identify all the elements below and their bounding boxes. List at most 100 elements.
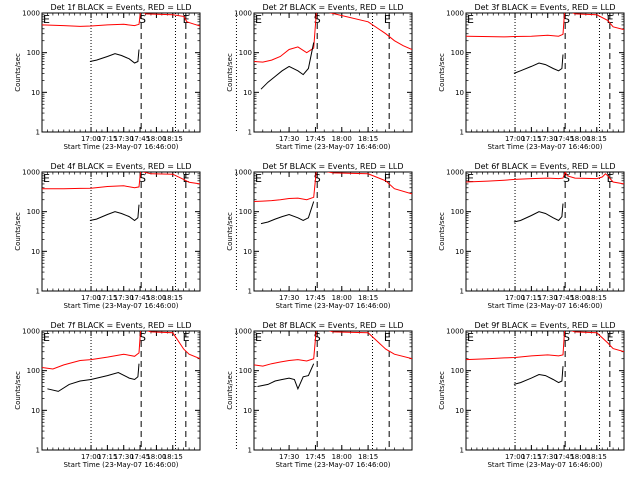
e-marker-right: E [384, 172, 391, 185]
series-line-events [89, 204, 140, 222]
x-axis-label: Start Time (23-May-07 16:46:00) [487, 302, 602, 310]
plot-frame [41, 330, 201, 451]
x-tick-label: 17:30 [114, 135, 134, 143]
series-line-events [513, 366, 564, 385]
y-tick-label: 1000 [446, 169, 464, 177]
y-axis-label: Counts/sec [226, 53, 234, 92]
x-axis-label: Start Time (23-May-07 16:46:00) [63, 302, 178, 310]
x-tick-label: 17:00 [81, 294, 101, 302]
e-marker-left: E [255, 172, 262, 185]
series-line-events [257, 363, 315, 391]
y-tick-label: 1 [460, 129, 464, 137]
y-tick-label: 1000 [22, 169, 40, 177]
series-line-lld [42, 331, 200, 370]
y-tick-label: 100 [451, 49, 464, 57]
e-marker-left: E [255, 331, 262, 344]
plot-frame [41, 12, 201, 133]
x-tick-label: 18:15 [163, 135, 183, 143]
x-tick-label: 18:00 [570, 294, 590, 302]
y-tick-label: 1 [460, 447, 464, 455]
x-tick-label: 17:30 [114, 294, 134, 302]
y-tick-label: 10 [31, 89, 40, 97]
x-tick-label: 18:15 [587, 135, 607, 143]
s-marker: S [139, 331, 146, 344]
y-tick-label: 100 [27, 367, 40, 375]
x-tick-label: 17:30 [538, 453, 558, 461]
series-line-events [47, 363, 140, 392]
x-tick-label: 18:00 [146, 135, 166, 143]
s-marker: S [563, 172, 570, 185]
y-tick-label: 10 [455, 407, 464, 415]
x-tick-label: 18:15 [587, 453, 607, 461]
x-tick-label: 17:30 [538, 135, 558, 143]
x-tick-label: 17:45 [554, 135, 574, 143]
e-marker-right: E [384, 331, 391, 344]
panel-title: Det 1f BLACK = Events, RED = LLD [50, 3, 191, 12]
x-axis-label: Start Time (23-May-07 16:46:00) [63, 143, 178, 151]
x-tick-label: 17:00 [505, 294, 525, 302]
panel-title: Det 3f BLACK = Events, RED = LLD [474, 3, 615, 12]
s-marker: S [139, 13, 146, 26]
y-tick-label: 10 [31, 248, 40, 256]
x-tick-label: 17:45 [305, 135, 325, 143]
e-marker-left: E [467, 331, 474, 344]
y-axis-label: Counts/sec [14, 212, 22, 251]
y-tick-label: 100 [239, 367, 252, 375]
x-tick-label: 17:30 [279, 135, 299, 143]
series-line-lld [254, 13, 412, 63]
y-tick-label: 1 [248, 288, 252, 296]
panel-det-1: Det 1f BLACK = Events, RED = LLD 1 10 100 10… [14, 3, 201, 151]
panel-title: Det 6f BLACK = Events, RED = LLD [474, 162, 615, 171]
x-tick-label: 17:00 [81, 453, 101, 461]
panel-det-2: Det 2f BLACK = Events, RED = LLD 1 10 100 10… [226, 3, 413, 151]
e-marker-right: E [183, 331, 190, 344]
e-marker-left: E [43, 331, 50, 344]
x-tick-label: 17:00 [505, 453, 525, 461]
s-marker: S [314, 172, 321, 185]
y-tick-label: 10 [243, 407, 252, 415]
x-tick-label: 18:00 [146, 294, 166, 302]
x-tick-label: 18:15 [358, 135, 378, 143]
y-tick-label: 10 [455, 89, 464, 97]
y-tick-label: 1000 [446, 328, 464, 336]
x-tick-label: 18:00 [332, 135, 352, 143]
panel-det-7: Det 7f BLACK = Events, RED = LLD 1 10 100 10… [14, 321, 201, 469]
x-tick-label: 18:15 [163, 453, 183, 461]
series-line-lld [466, 13, 624, 38]
y-tick-label: 100 [239, 49, 252, 57]
y-tick-label: 100 [27, 49, 40, 57]
x-axis-label: Start Time (23-May-07 16:46:00) [487, 143, 602, 151]
series-line-lld [254, 331, 412, 367]
y-axis-label: Counts/sec [438, 212, 446, 251]
y-axis-label: Counts/sec [226, 212, 234, 251]
series-line-events [513, 54, 564, 74]
x-tick-label: 18:15 [163, 294, 183, 302]
series-line-lld [42, 13, 200, 27]
series-line-lld [466, 331, 624, 361]
x-tick-label: 17:45 [130, 135, 150, 143]
x-axis-label: Start Time (23-May-07 16:46:00) [63, 461, 178, 469]
y-tick-label: 1000 [234, 10, 252, 18]
x-tick-label: 18:15 [358, 453, 378, 461]
x-tick-label: 18:00 [570, 135, 590, 143]
y-tick-label: 100 [451, 367, 464, 375]
y-axis-label: Counts/sec [14, 53, 22, 92]
e-marker-right: E [607, 331, 614, 344]
x-tick-label: 17:45 [554, 294, 574, 302]
e-marker-right: E [183, 172, 190, 185]
x-tick-label: 17:45 [305, 294, 325, 302]
y-tick-label: 1000 [22, 328, 40, 336]
plot-frame [253, 12, 413, 133]
panel-title: Det 8f BLACK = Events, RED = LLD [262, 321, 403, 330]
e-marker-left: E [43, 172, 50, 185]
series-line-events [89, 49, 140, 64]
x-tick-label: 18:00 [332, 453, 352, 461]
y-tick-label: 1 [36, 288, 40, 296]
series-line-events [513, 203, 564, 223]
panel-title: Det 9f BLACK = Events, RED = LLD [474, 321, 615, 330]
x-tick-label: 17:15 [97, 453, 117, 461]
plot-frame [41, 171, 201, 292]
y-axis-label: Counts/sec [226, 371, 234, 410]
plot-frame [465, 12, 625, 133]
x-tick-label: 17:45 [130, 453, 150, 461]
